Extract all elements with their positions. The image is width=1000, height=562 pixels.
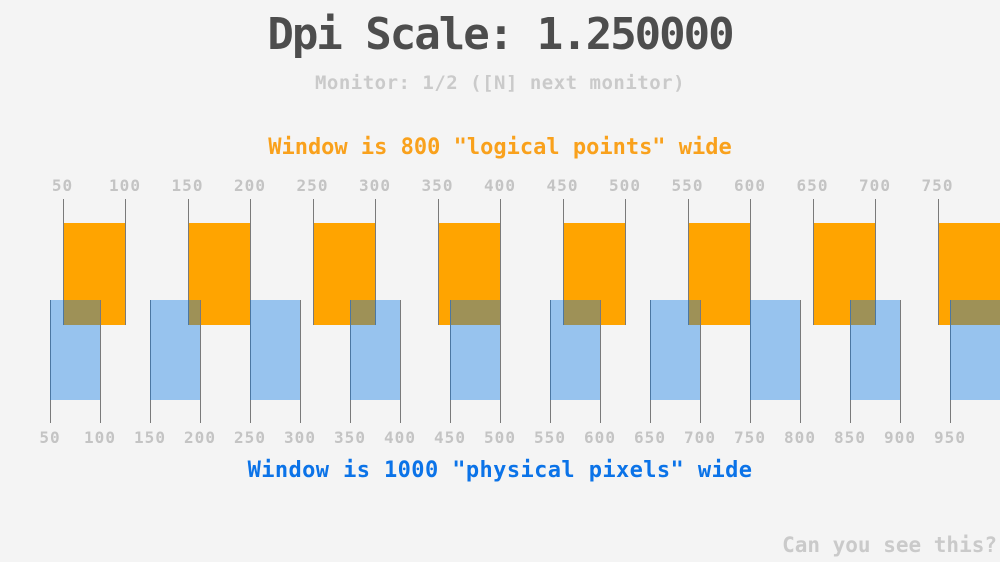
logical-width-caption: Window is 800 "logical points" wide xyxy=(268,135,732,160)
logical-tick-label: 650 xyxy=(796,176,829,195)
logical-tick-label: 100 xyxy=(109,176,141,195)
physical-width-bar xyxy=(150,300,200,400)
logical-ruler-tick xyxy=(875,199,876,325)
logical-ruler-tick xyxy=(187,199,189,325)
physical-ruler-tick xyxy=(550,300,551,423)
physical-tick-label: 500 xyxy=(484,428,516,447)
logical-tick-label: 50 xyxy=(51,176,74,195)
logical-ruler-tick xyxy=(312,199,314,325)
physical-tick-label: 700 xyxy=(684,428,716,447)
visibility-check-text: Can you see this? xyxy=(782,533,997,557)
logical-tick-label: 250 xyxy=(296,176,329,195)
logical-ruler-tick xyxy=(500,199,501,325)
logical-tick-label: 400 xyxy=(484,176,516,195)
page-title: Dpi Scale: 1.250000 xyxy=(267,9,734,60)
physical-width-bar xyxy=(450,300,500,400)
logical-tick-label: 450 xyxy=(546,176,579,195)
logical-tick-label: 550 xyxy=(671,176,704,195)
logical-ruler-tick xyxy=(125,199,126,325)
logical-ruler-tick xyxy=(937,199,939,325)
logical-tick-label: 700 xyxy=(859,176,891,195)
physical-ruler-tick xyxy=(300,300,301,423)
logical-ruler-tick xyxy=(250,199,251,325)
logical-width-bar xyxy=(812,223,875,325)
physical-ruler-tick xyxy=(600,300,601,423)
physical-tick-label: 250 xyxy=(234,428,266,447)
physical-tick-label: 850 xyxy=(834,428,866,447)
physical-ruler-tick xyxy=(100,300,101,423)
physical-ruler-tick xyxy=(750,300,751,423)
physical-tick-label: 200 xyxy=(184,428,216,447)
physical-ruler-tick xyxy=(850,300,851,423)
physical-tick-label: 750 xyxy=(734,428,766,447)
physical-ruler-tick xyxy=(650,300,651,423)
physical-width-bar xyxy=(750,300,800,400)
physical-ruler-tick xyxy=(150,300,151,423)
logical-tick-label: 350 xyxy=(421,176,454,195)
physical-ruler-tick xyxy=(50,300,51,423)
logical-width-bar xyxy=(437,223,500,325)
physical-ruler-tick xyxy=(800,300,801,423)
physical-tick-label: 150 xyxy=(134,428,166,447)
physical-tick-label: 950 xyxy=(934,428,966,447)
physical-tick-label: 550 xyxy=(534,428,566,447)
physical-ruler-tick xyxy=(250,300,251,423)
physical-ruler-tick xyxy=(400,300,401,423)
logical-ruler-tick xyxy=(562,199,564,325)
logical-ruler-tick xyxy=(625,199,626,325)
logical-width-bar xyxy=(937,223,1000,325)
logical-width-bar xyxy=(62,223,125,325)
physical-tick-label: 900 xyxy=(884,428,916,447)
physical-ruler-tick xyxy=(700,300,701,423)
logical-tick-label: 750 xyxy=(921,176,954,195)
logical-ruler-tick xyxy=(812,199,814,325)
physical-ruler-tick xyxy=(950,300,951,423)
logical-tick-label: 300 xyxy=(359,176,391,195)
monitor-status-text: Monitor: 1/2 ([N] next monitor) xyxy=(314,72,686,94)
physical-tick-label: 400 xyxy=(384,428,416,447)
physical-tick-label: 350 xyxy=(334,428,366,447)
logical-width-bar xyxy=(187,223,250,325)
logical-width-bar xyxy=(312,223,375,325)
physical-tick-label: 300 xyxy=(284,428,316,447)
logical-ruler-tick xyxy=(687,199,689,325)
logical-tick-label: 150 xyxy=(171,176,204,195)
physical-tick-label: 450 xyxy=(434,428,466,447)
logical-tick-label: 200 xyxy=(234,176,266,195)
physical-width-caption: Window is 1000 "physical pixels" wide xyxy=(247,458,753,483)
logical-tick-label: 500 xyxy=(609,176,641,195)
physical-tick-label: 650 xyxy=(634,428,666,447)
physical-tick-label: 800 xyxy=(784,428,816,447)
physical-ruler-tick xyxy=(200,300,201,423)
logical-ruler-tick xyxy=(62,199,64,325)
logical-tick-label: 600 xyxy=(734,176,766,195)
physical-tick-label: 600 xyxy=(584,428,616,447)
physical-tick-label: 100 xyxy=(84,428,116,447)
physical-width-bar xyxy=(50,300,100,400)
physical-ruler-tick xyxy=(450,300,451,423)
logical-width-bar xyxy=(687,223,750,325)
logical-ruler-tick xyxy=(437,199,439,325)
physical-ruler-tick xyxy=(900,300,901,423)
physical-width-bar xyxy=(650,300,700,400)
physical-width-bar xyxy=(550,300,600,400)
physical-tick-label: 50 xyxy=(39,428,61,447)
logical-ruler-tick xyxy=(750,199,751,325)
physical-ruler-tick xyxy=(500,300,501,423)
logical-width-bar xyxy=(562,223,625,325)
logical-ruler-tick xyxy=(375,199,376,325)
physical-width-bar xyxy=(850,300,900,400)
physical-width-bar xyxy=(250,300,300,400)
physical-width-bar xyxy=(950,300,1000,400)
physical-ruler-tick xyxy=(350,300,351,423)
physical-width-bar xyxy=(350,300,400,400)
